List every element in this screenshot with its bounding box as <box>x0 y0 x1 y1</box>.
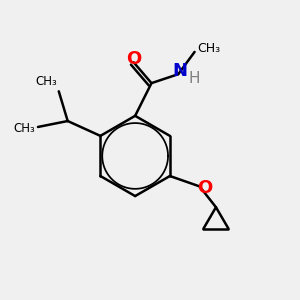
Text: N: N <box>172 62 187 80</box>
Text: O: O <box>126 50 141 68</box>
Text: H: H <box>189 71 200 86</box>
Text: O: O <box>197 179 213 197</box>
Text: CH₃: CH₃ <box>198 42 221 56</box>
Text: CH₃: CH₃ <box>13 122 35 135</box>
Text: CH₃: CH₃ <box>35 75 57 88</box>
